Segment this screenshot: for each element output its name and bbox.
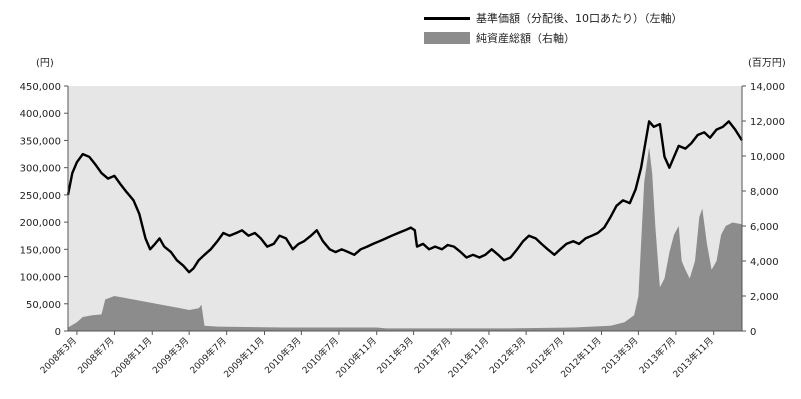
left-axis-unit: (円)	[36, 58, 54, 69]
x-tick-label: 2010年11月	[333, 335, 379, 381]
left-tick-label: 0	[55, 327, 61, 338]
left-tick-label: 150,000	[20, 245, 61, 256]
legend-item-area: 純資産総額（右軸）	[424, 28, 724, 48]
x-tick-label: 2011年7月	[412, 335, 453, 376]
x-tick-label: 2013年7月	[637, 335, 678, 376]
left-tick-label: 200,000	[20, 218, 61, 229]
left-tick-label: 50,000	[26, 300, 61, 311]
legend: 基準価額（分配後、10口あたり）（左軸） 純資産総額（右軸）	[424, 8, 724, 48]
left-tick-label: 250,000	[20, 191, 61, 202]
left-tick-label: 400,000	[20, 109, 61, 120]
x-tick-label: 2013年11月	[670, 335, 716, 381]
legend-line-label: 基準価額（分配後、10口あたり）（左軸）	[476, 12, 683, 25]
x-tick-label: 2011年3月	[374, 335, 415, 376]
right-tick-label: 12,000	[750, 117, 785, 128]
x-tick-label: 2009年11月	[221, 335, 267, 381]
x-tick-label: 2008年3月	[38, 335, 79, 376]
legend-area-label: 純資産総額（右軸）	[476, 32, 575, 45]
x-tick-label: 2012年3月	[487, 335, 528, 376]
left-tick-label: 350,000	[20, 136, 61, 147]
right-tick-label: 2,000	[750, 292, 779, 303]
left-tick-label: 300,000	[20, 164, 61, 175]
x-tick-label: 2010年3月	[262, 335, 303, 376]
right-tick-label: 8,000	[750, 187, 779, 198]
x-tick-label: 2008年7月	[75, 335, 116, 376]
x-tick-label: 2011年11月	[446, 335, 492, 381]
right-tick-label: 14,000	[750, 82, 785, 93]
net-assets-area	[68, 147, 742, 331]
plot-background	[68, 86, 742, 331]
legend-area-swatch	[424, 32, 470, 44]
legend-line-swatch	[424, 16, 470, 20]
right-tick-label: 0	[750, 327, 756, 338]
x-tick-label: 2012年11月	[558, 335, 604, 381]
x-tick-label: 2012年7月	[524, 335, 565, 376]
x-tick-label: 2010年7月	[300, 335, 341, 376]
x-tick-label: 2009年7月	[187, 335, 228, 376]
right-tick-label: 4,000	[750, 257, 779, 268]
right-axis-unit: (百万円)	[748, 58, 786, 69]
x-tick-label: 2008年11月	[109, 335, 155, 381]
x-tick-label: 2009年3月	[150, 335, 191, 376]
right-tick-label: 6,000	[750, 222, 779, 233]
nav-line	[66, 120, 744, 274]
left-tick-label: 100,000	[20, 273, 61, 284]
right-tick-label: 10,000	[750, 152, 785, 163]
legend-item-line: 基準価額（分配後、10口あたり）（左軸）	[424, 8, 724, 28]
left-tick-label: 450,000	[20, 82, 61, 93]
x-tick-label: 2013年3月	[599, 335, 640, 376]
